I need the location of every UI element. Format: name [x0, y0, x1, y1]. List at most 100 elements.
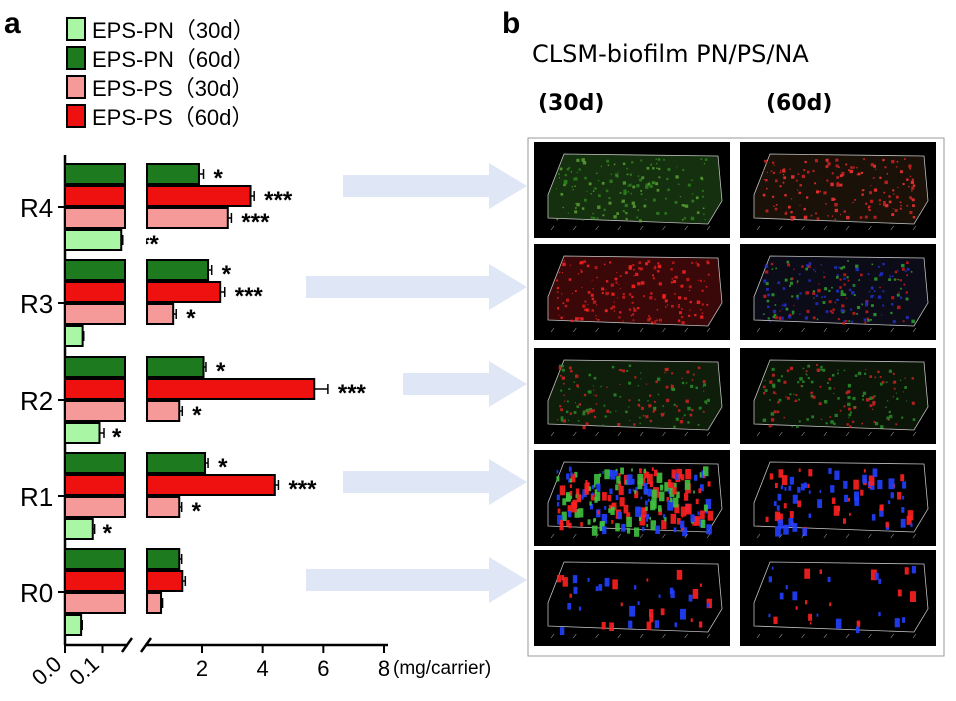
clsm-speckle — [764, 264, 769, 268]
clsm-speckle — [894, 618, 900, 628]
clsm-speckle — [626, 516, 632, 528]
clsm-speckle — [899, 207, 902, 210]
clsm-speckle — [906, 400, 908, 402]
clsm-axis-tick — [756, 431, 761, 437]
clsm-speckle — [576, 494, 582, 503]
clsm-slab — [547, 255, 723, 327]
clsm-speckle — [881, 381, 885, 384]
clsm-speckle — [568, 388, 571, 390]
clsm-speckle — [770, 262, 774, 266]
clsm-speckle — [846, 423, 849, 426]
clsm-speckle — [626, 173, 629, 176]
clsm-speckle — [654, 265, 657, 268]
clsm-speckle — [619, 497, 625, 507]
clsm-axis-tick — [595, 327, 599, 333]
clsm-speckle — [657, 264, 662, 269]
clsm-speckle — [893, 380, 897, 384]
clsm-speckle — [861, 189, 864, 192]
clsm-speckle — [784, 194, 787, 197]
clsm-speckle — [577, 420, 580, 422]
clsm-speckle — [858, 279, 861, 281]
clsm-speckle — [644, 482, 648, 490]
clsm-speckle — [594, 187, 597, 190]
clsm-speckle — [696, 263, 700, 267]
clsm-speckle — [803, 207, 806, 211]
clsm-speckle — [602, 214, 605, 217]
clsm-speckle — [837, 299, 840, 301]
clsm-speckle — [556, 279, 559, 282]
clsm-axis-tick — [684, 327, 688, 333]
significance-label: * — [112, 424, 122, 451]
clsm-speckle — [765, 282, 769, 286]
clsm-speckle — [602, 492, 607, 501]
clsm-slab — [547, 359, 723, 431]
significance-label: *** — [338, 380, 367, 407]
clsm-speckle — [847, 395, 851, 400]
clsm-speckle — [601, 291, 604, 294]
clsm-speckle — [764, 159, 768, 163]
clsm-speckle — [640, 378, 642, 380]
clsm-axis-tick — [845, 633, 850, 639]
clsm-speckle — [669, 487, 675, 497]
clsm-speckle — [870, 569, 877, 581]
clsm-speckle — [590, 193, 592, 195]
clsm-speckle — [556, 502, 560, 507]
clsm-speckle — [673, 425, 676, 429]
clsm-speckle — [631, 468, 633, 472]
clsm-speckle — [663, 158, 665, 161]
clsm-speckle — [561, 271, 564, 274]
clsm-speckle — [767, 293, 770, 297]
clsm-speckle — [806, 264, 809, 267]
bar — [64, 570, 126, 592]
clsm-speckle — [797, 173, 800, 175]
clsm-speckle — [854, 198, 857, 201]
clsm-speckle — [570, 472, 573, 477]
clsm-speckle — [911, 186, 915, 190]
clsm-speckle — [670, 497, 673, 503]
clsm-speckle — [874, 572, 879, 580]
clsm-axis-tick — [890, 225, 894, 231]
clsm-speckle — [902, 391, 905, 393]
clsm-speckle — [685, 382, 688, 384]
clsm-speckle — [869, 396, 873, 400]
clsm-speckle — [692, 373, 695, 376]
clsm-speckle — [660, 413, 665, 417]
clsm-speckle — [574, 210, 578, 214]
clsm-speckle — [609, 622, 615, 631]
clsm-speckle — [703, 280, 705, 282]
clsm-speckle — [587, 303, 589, 306]
clsm-speckle — [842, 518, 847, 524]
clsm-speckle — [560, 408, 563, 412]
bar — [64, 452, 126, 474]
clsm-speckle — [702, 410, 705, 413]
clsm-speckle — [602, 526, 607, 535]
clsm-speckle — [843, 480, 848, 489]
clsm-speckle — [797, 500, 802, 508]
clsm-axis-tick — [912, 633, 917, 639]
clsm-speckle — [795, 606, 798, 610]
clsm-speckle — [806, 418, 809, 421]
clsm-speckle — [635, 506, 641, 517]
legend-label: EPS-PS（30d） — [92, 76, 253, 101]
clsm-speckle — [619, 287, 621, 290]
clsm-speckle — [626, 512, 631, 520]
clsm-speckle — [568, 166, 571, 169]
clsm-speckle — [650, 164, 652, 166]
clsm-speckle — [647, 488, 652, 497]
clsm-speckle — [658, 167, 661, 171]
clsm-speckle — [699, 472, 703, 478]
clsm-speckle — [893, 278, 897, 281]
clsm-speckle — [569, 412, 573, 415]
clsm-slab — [753, 359, 929, 431]
clsm-speckle — [683, 493, 689, 501]
clsm-speckle — [772, 309, 777, 314]
arrow-shape — [343, 163, 527, 209]
bar — [64, 548, 126, 570]
clsm-speckle — [789, 476, 795, 485]
clsm-speckle — [785, 585, 788, 590]
clsm-speckle — [608, 201, 612, 205]
clsm-speckle — [598, 584, 603, 591]
clsm-speckle — [696, 519, 699, 523]
clsm-speckle — [597, 510, 600, 515]
clsm-speckle — [563, 183, 566, 187]
